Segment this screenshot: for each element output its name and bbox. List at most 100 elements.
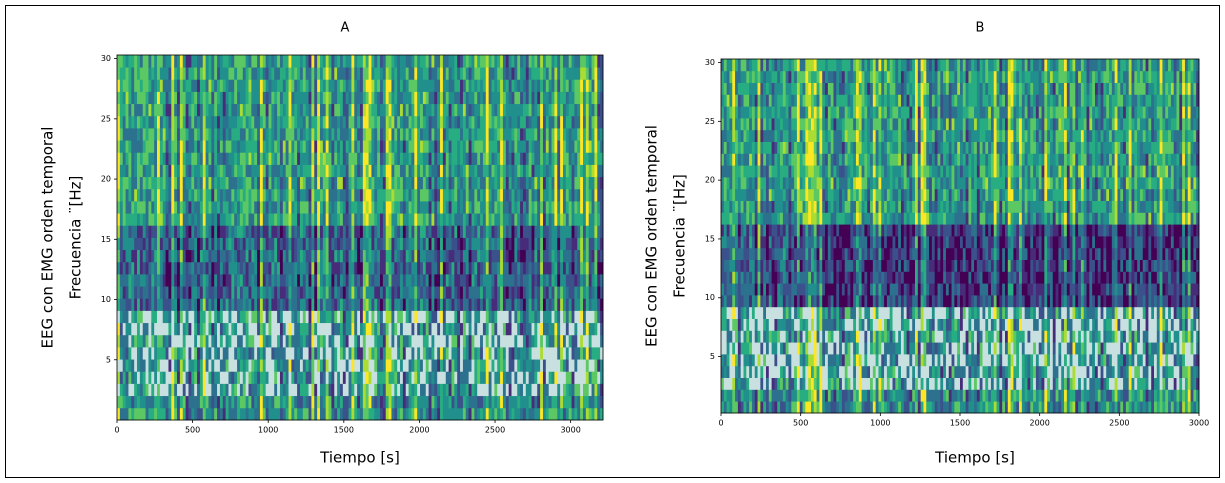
spectrogram-cell: [480, 79, 483, 92]
spectrogram-cell: [337, 225, 340, 238]
spectrogram-cell: [560, 274, 563, 287]
spectrogram-cell: [309, 140, 312, 153]
spectrogram-cell: [437, 238, 440, 251]
spectrogram-cell: [340, 347, 343, 360]
spectrogram-cell: [208, 384, 211, 397]
spectrogram-cell: [217, 104, 220, 117]
spectrogram-cell: [191, 225, 194, 238]
spectrogram-cell: [226, 323, 229, 336]
spectrogram-cell: [168, 335, 171, 348]
spectrogram-cell: [360, 189, 363, 202]
spectrogram-cell: [512, 347, 515, 360]
spectrogram-cell: [574, 201, 577, 214]
spectrogram-cell: [208, 213, 211, 226]
spectrogram-cell: [506, 189, 509, 202]
spectrogram-cell: [380, 262, 383, 275]
spectrogram-cell: [517, 92, 520, 105]
spectrogram-cell: [503, 335, 506, 348]
spectrogram-cell: [134, 408, 137, 421]
spectrogram-cell: [446, 201, 449, 214]
spectrogram-cell: [589, 311, 592, 324]
spectrogram-cell: [326, 225, 329, 238]
spectrogram-cell: [280, 213, 283, 226]
spectrogram-cell: [200, 116, 203, 129]
spectrogram-cell: [180, 335, 183, 348]
spectrogram-cell: [331, 165, 334, 178]
spectrogram-cell: [340, 92, 343, 105]
spectrogram-cell: [417, 116, 420, 129]
spectrogram-cell: [163, 55, 166, 68]
spectrogram-cell: [471, 347, 474, 360]
spectrogram-cell: [540, 298, 543, 311]
spectrogram-cell: [574, 55, 577, 68]
spectrogram-cell: [243, 152, 246, 165]
spectrogram-cell: [529, 79, 532, 92]
spectrogram-cell: [274, 92, 277, 105]
spectrogram-cell: [294, 384, 297, 397]
spectrogram-cell: [471, 250, 474, 263]
spectrogram-cell: [291, 128, 294, 141]
spectrogram-cell: [397, 116, 400, 129]
spectrogram-cell: [371, 250, 374, 263]
spectrogram-cell: [497, 274, 500, 287]
spectrogram-cell: [174, 359, 177, 372]
spectrogram-cell: [134, 311, 137, 324]
spectrogram-cell: [203, 384, 206, 397]
spectrogram-cell: [409, 79, 412, 92]
spectrogram-cell: [477, 67, 480, 80]
spectrogram-cell: [451, 177, 454, 190]
spectrogram-cell: [343, 371, 346, 384]
spectrogram-cell: [446, 152, 449, 165]
spectrogram-cell: [443, 152, 446, 165]
spectrogram-cell: [389, 408, 392, 421]
spectrogram-cell: [291, 323, 294, 336]
spectrogram-cell: [117, 201, 120, 214]
spectrogram-cell: [592, 384, 595, 397]
spectrogram-cell: [557, 67, 560, 80]
spectrogram-cell: [251, 286, 254, 299]
spectrogram-cell: [506, 225, 509, 238]
spectrogram-cell: [349, 323, 352, 336]
spectrogram-cell: [174, 55, 177, 68]
spectrogram-cell: [454, 177, 457, 190]
spectrogram-cell: [246, 408, 249, 421]
spectrogram-cell: [454, 213, 457, 226]
spectrogram-cell: [471, 225, 474, 238]
spectrogram-cell: [126, 67, 129, 80]
spectrogram-cell: [297, 213, 300, 226]
spectrogram-cell: [346, 128, 349, 141]
spectrogram-cell: [126, 371, 129, 384]
spectrogram-cell: [309, 104, 312, 117]
spectrogram-cell: [397, 140, 400, 153]
spectrogram-cell: [234, 359, 237, 372]
spectrogram-cell: [197, 201, 200, 214]
spectrogram-cell: [429, 262, 432, 275]
spectrogram-cell: [231, 225, 234, 238]
spectrogram-cell: [306, 250, 309, 263]
spectrogram-cell: [377, 347, 380, 360]
spectrogram-cell: [271, 189, 274, 202]
spectrogram-cell: [300, 274, 303, 287]
spectrogram-cell: [243, 55, 246, 68]
spectrogram-cell: [520, 79, 523, 92]
spectrogram-cell: [560, 238, 563, 251]
spectrogram-cell: [394, 140, 397, 153]
spectrogram-cell: [366, 55, 369, 68]
spectrogram-cell: [471, 359, 474, 372]
spectrogram-cell: [389, 396, 392, 409]
spectrogram-cell: [280, 116, 283, 129]
spectrogram-cell: [460, 238, 463, 251]
spectrogram-cell: [383, 225, 386, 238]
spectrogram-cell: [237, 79, 240, 92]
spectrogram-cell: [423, 323, 426, 336]
spectrogram-cell: [309, 92, 312, 105]
spectrogram-cell: [440, 359, 443, 372]
spectrogram-cell: [137, 201, 140, 214]
spectrogram-cell: [294, 286, 297, 299]
spectrogram-cell: [483, 165, 486, 178]
spectrogram-cell: [446, 79, 449, 92]
spectrogram-cell: [220, 177, 223, 190]
spectrogram-cell: [460, 323, 463, 336]
spectrogram-cell: [331, 408, 334, 421]
spectrogram-cell: [440, 286, 443, 299]
